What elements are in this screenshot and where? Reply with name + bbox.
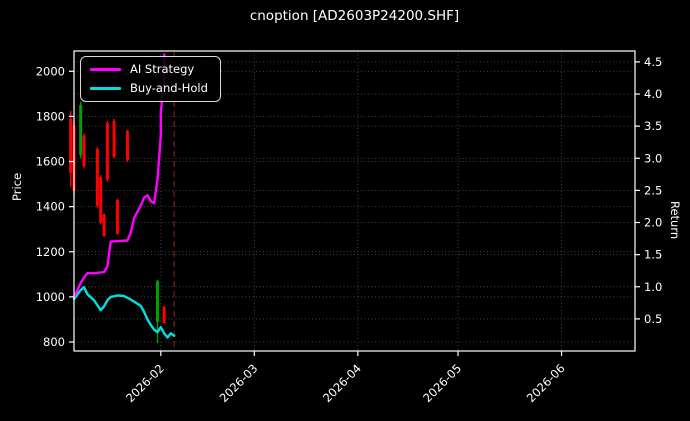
x-tick-label: 2026-02 — [123, 361, 167, 405]
legend-label: Buy-and-Hold — [130, 81, 208, 95]
candle-body — [155, 281, 159, 322]
y-left-tick-label: 2000 — [36, 64, 65, 78]
candle-body — [102, 214, 106, 236]
chart-title: cnoption [AD2603P24200.SHF] — [249, 8, 460, 24]
y-right-tick-label: 2.5 — [644, 183, 662, 197]
candle-body — [162, 307, 166, 323]
buy-and-hold-line-swatch — [90, 86, 121, 90]
legend-item-ai-strategy: AI Strategy — [90, 62, 208, 76]
series-line-buy-and-hold — [72, 286, 176, 339]
candle-body — [125, 131, 129, 161]
y-left-tick-label: 800 — [43, 335, 65, 349]
y-left-tick-label: 1400 — [36, 200, 65, 214]
x-tick-label: 2026-03 — [217, 361, 261, 405]
series-line-ai-strategy — [72, 53, 166, 299]
candle-body — [112, 120, 116, 158]
y-right-tick-label: 1.5 — [644, 248, 662, 262]
y-right-tick-label: 3.0 — [644, 151, 662, 165]
y-left-tick-label: 1000 — [36, 290, 65, 304]
y-right-tick-label: 2.0 — [644, 216, 662, 230]
x-tick-label: 2026-06 — [524, 361, 568, 405]
y-right-tick-label: 0.5 — [644, 312, 662, 326]
ai-strategy-line-swatch — [90, 67, 121, 71]
legend-label: AI Strategy — [130, 62, 195, 76]
candle-body — [115, 199, 119, 234]
x-tick-label: 2026-04 — [320, 361, 364, 405]
candle-body — [95, 149, 99, 206]
y-right-tick-label: 1.0 — [644, 280, 662, 294]
y-left-tick-label: 1800 — [36, 109, 65, 123]
candle-body — [105, 123, 109, 180]
plot-border — [73, 50, 636, 352]
y-right-tick-label: 4.0 — [644, 87, 662, 101]
y-right-tick-label: 4.5 — [644, 55, 662, 69]
candle-body — [79, 105, 83, 155]
x-tick-label: 2026-05 — [420, 361, 464, 405]
chart-legend: AI Strategy Buy-and-Hold — [80, 56, 221, 102]
y-right-tick-label: 3.5 — [644, 119, 662, 133]
candle-body — [99, 177, 103, 223]
candle-body — [69, 118, 73, 173]
y-left-tick-label: 1200 — [36, 245, 65, 259]
legend-item-buy-and-hold: Buy-and-Hold — [90, 81, 208, 95]
y-left-tick-label: 1600 — [36, 155, 65, 169]
candle-body — [82, 135, 86, 167]
